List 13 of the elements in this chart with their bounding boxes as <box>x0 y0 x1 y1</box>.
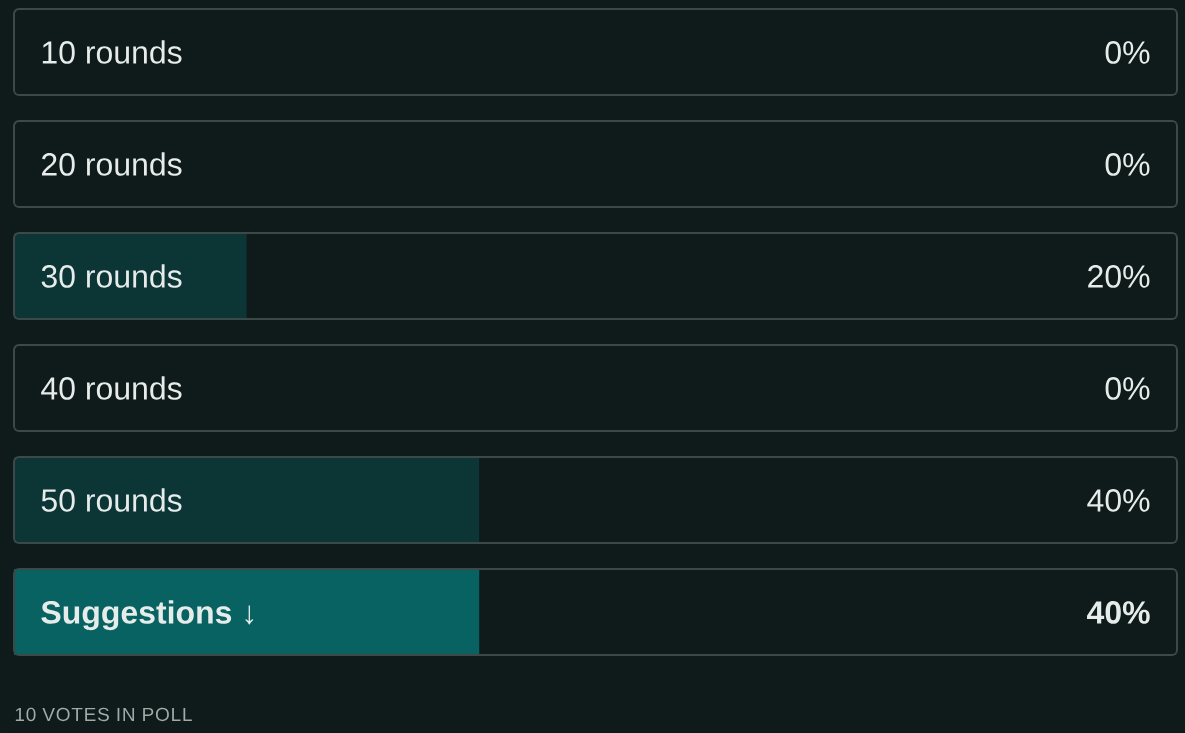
y-tick-label: 40 rounds <box>41 376 182 400</box>
y-tick-label: 20 rounds <box>42 152 182 176</box>
data-label: 40% <box>1087 601 1150 624</box>
y-tick-label: 30 rounds <box>41 264 182 288</box>
data-label: 40% <box>1087 489 1150 512</box>
data-label: 20% <box>1088 265 1150 288</box>
y-tick-label: 10 rounds <box>42 40 182 64</box>
y-tick-label: Suggestions ↓ <box>41 600 254 631</box>
data-label: 0% <box>1105 377 1150 400</box>
data-label: 0% <box>1105 153 1150 176</box>
data-label: 0% <box>1105 41 1150 64</box>
text: 10 VOTES IN POLL <box>15 707 192 722</box>
y-tick-label: 50 rounds <box>41 488 182 512</box>
